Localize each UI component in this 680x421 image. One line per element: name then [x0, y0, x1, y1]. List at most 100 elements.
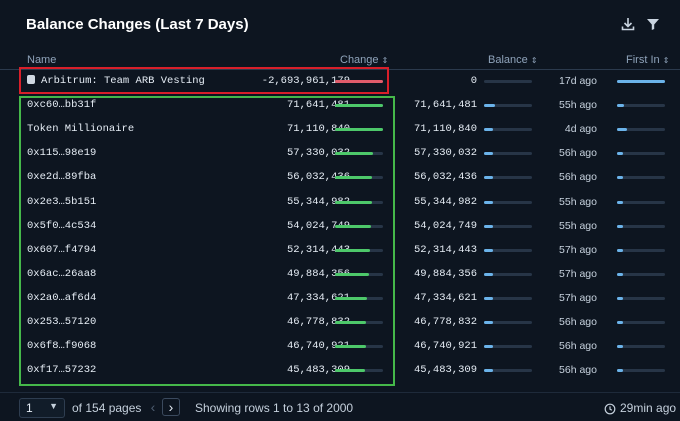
first-in-bar [617, 296, 665, 300]
row-name[interactable]: 0x253…57120 [27, 316, 97, 328]
balance-bar-fill [484, 128, 493, 132]
table-row[interactable]: 0x253…57120 46,778,832 46,778,832 56h ago [0, 310, 680, 334]
download-icon[interactable] [620, 16, 636, 32]
balance-bar-fill [484, 104, 495, 108]
row-first-in: 57h ago [559, 291, 597, 304]
change-bar-fill [335, 296, 367, 300]
balance-bar-fill [484, 369, 493, 373]
prev-page-button[interactable]: ‹ [150, 399, 156, 415]
balance-bar-fill [484, 224, 493, 228]
row-name[interactable]: Arbitrum: Team ARB Vesting [27, 69, 205, 93]
table-row[interactable]: 0xf17…57232 45,483,309 45,483,309 56h ago [0, 358, 680, 382]
table-row[interactable]: 0xe2d…89fba 56,032,436 56,032,436 56h ago [0, 165, 680, 189]
balance-bar-fill [484, 321, 493, 324]
row-change-value: 55,344,982 [286, 195, 350, 208]
row-change-value: 45,483,309 [286, 364, 350, 377]
column-first-in-header[interactable]: First In ⇕ [626, 54, 669, 66]
balance-bar-fill [484, 152, 493, 156]
row-name[interactable]: 0x2a0…af6d4 [27, 291, 97, 304]
red-highlight-box [19, 67, 389, 94]
row-balance-value: 0 [470, 75, 477, 87]
first-in-bar-fill [617, 128, 627, 132]
table-row[interactable]: 0x6f8…f9068 46,740,921 46,740,921 56h ago [0, 334, 680, 358]
change-bar [335, 321, 383, 324]
balance-bar-fill [484, 345, 493, 349]
row-name[interactable]: 0x5f0…4c534 [27, 219, 97, 232]
row-first-in: 4d ago [564, 123, 597, 136]
row-name[interactable]: 0x6f8…f9068 [27, 340, 97, 353]
row-name-text: Arbitrum: Team ARB Vesting [41, 75, 205, 87]
balance-bar [484, 248, 532, 252]
last-updated: 29min ago [620, 401, 677, 415]
row-balance-value: 46,740,921 [413, 340, 477, 353]
change-bar-fill [335, 369, 366, 373]
first-in-bar [617, 152, 665, 156]
balance-bar-fill [484, 176, 493, 180]
page-select-value: 1 [26, 401, 33, 415]
balance-bar [484, 104, 532, 108]
row-balance-value: 45,483,309 [413, 364, 477, 377]
row-name[interactable]: 0x2e3…5b151 [27, 195, 97, 208]
balance-bar [484, 272, 532, 276]
row-name[interactable]: 0xc60…bb31f [27, 99, 97, 112]
row-change-value: 56,032,436 [286, 171, 350, 184]
table-row[interactable]: 0x607…f4794 52,314,443 52,314,443 57h ago [0, 238, 680, 262]
row-change-value: 54,024,749 [286, 219, 350, 232]
row-name[interactable]: Token Millionaire [27, 123, 135, 136]
column-change-label: Change [340, 54, 379, 66]
first-in-bar-fill [617, 345, 623, 349]
row-name[interactable]: 0x115…98e19 [27, 147, 97, 160]
row-change-value: 47,334,621 [286, 291, 350, 304]
table-row[interactable]: 0x2a0…af6d4 47,334,621 47,334,621 57h ago [0, 286, 680, 310]
first-in-bar-fill [617, 224, 623, 228]
table-row[interactable]: 0x115…98e19 57,330,032 57,330,032 56h ago [0, 141, 680, 165]
table-row[interactable]: 0x6ac…26aa8 49,884,356 49,884,356 57h ago [0, 262, 680, 286]
next-page-button[interactable]: › [162, 398, 180, 416]
row-name[interactable]: 0xf17…57232 [27, 364, 97, 377]
change-bar-fill [335, 80, 383, 83]
row-first-in: 56h ago [559, 171, 597, 184]
filter-icon[interactable] [645, 16, 661, 32]
column-name-header[interactable]: Name [27, 54, 57, 66]
change-bar [335, 345, 383, 349]
row-change-value: 46,740,921 [286, 340, 350, 353]
change-bar-fill [335, 248, 371, 252]
row-change-value: -2,693,961,179 [261, 75, 350, 87]
row-balance-value: 47,334,621 [413, 291, 477, 304]
row-change-value: 71,641,481 [286, 99, 350, 112]
row-first-in: 57h ago [559, 243, 597, 256]
table-row[interactable]: 0x5f0…4c534 54,024,749 54,024,749 55h ago [0, 214, 680, 238]
first-in-bar [617, 345, 665, 349]
row-balance-value: 71,641,481 [413, 99, 477, 112]
first-in-bar-fill [617, 321, 623, 324]
row-first-in: 17d ago [559, 75, 597, 87]
row-name[interactable]: 0x607…f4794 [27, 243, 97, 256]
balance-bar [484, 176, 532, 180]
row-change-value: 57,330,032 [286, 147, 350, 160]
row-balance-value: 49,884,356 [413, 267, 477, 280]
row-name[interactable]: 0x6ac…26aa8 [27, 267, 97, 280]
table-row[interactable]: 0xc60…bb31f 71,641,481 71,641,481 55h ago [0, 93, 680, 117]
page-select[interactable]: 1 ▼ [19, 398, 65, 418]
table-row[interactable]: 0x2e3…5b151 55,344,982 55,344,982 55h ago [0, 190, 680, 214]
row-first-in: 57h ago [559, 267, 597, 280]
row-name[interactable]: 0xe2d…89fba [27, 171, 97, 184]
balance-bar-fill [484, 272, 493, 276]
change-bar [335, 248, 383, 252]
green-highlight-box [19, 96, 395, 386]
first-in-bar-fill [617, 104, 624, 108]
clock-icon [604, 402, 616, 420]
change-bar [335, 224, 383, 228]
column-balance-header[interactable]: Balance ⇕ [488, 54, 538, 66]
row-first-in: 56h ago [559, 340, 597, 353]
table-row[interactable]: Token Millionaire 71,110,840 71,110,840 4d … [0, 117, 680, 141]
row-balance-value: 46,778,832 [413, 316, 477, 328]
panel-title: Balance Changes (Last 7 Days) [26, 16, 249, 33]
first-in-bar-fill [617, 80, 665, 83]
table-row[interactable]: Arbitrum: Team ARB Vesting -2,693,961,179… [0, 69, 680, 93]
first-in-bar [617, 200, 665, 204]
row-change-value: 46,778,832 [286, 316, 350, 328]
row-first-in: 55h ago [559, 219, 597, 232]
first-in-bar [617, 248, 665, 252]
column-change-header[interactable]: Change ⇕ [340, 54, 388, 66]
